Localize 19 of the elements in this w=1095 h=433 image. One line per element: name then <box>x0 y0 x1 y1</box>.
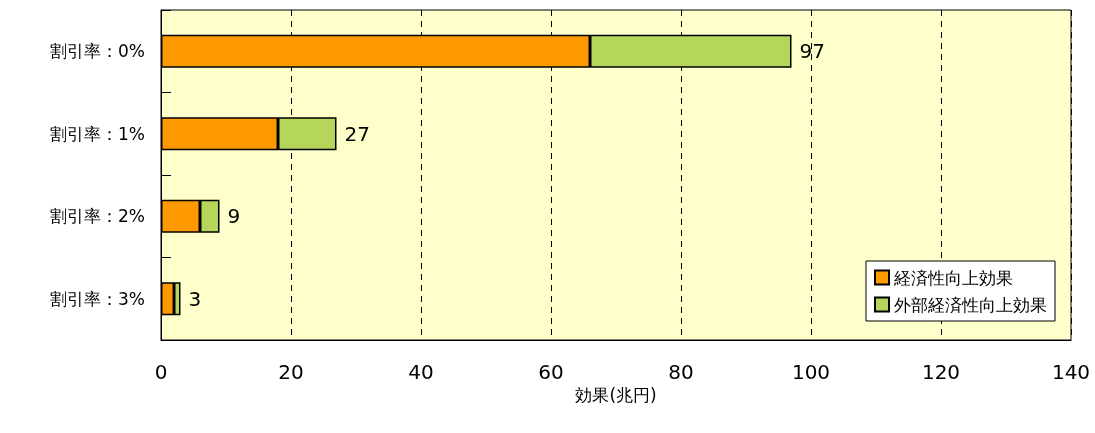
x-tick-label: 60 <box>538 360 564 384</box>
x-tick-label: 140 <box>1051 360 1091 384</box>
total-label: 3 <box>188 286 202 311</box>
y-tick-label: 割引率：2% <box>50 206 145 227</box>
x-tick-label: 40 <box>408 360 434 384</box>
x-tick-label: 100 <box>791 360 831 384</box>
y-tick-label: 割引率：3% <box>50 288 145 309</box>
x-tick-label: 20 <box>278 360 304 384</box>
legend-label: 外部経済性向上効果 <box>894 294 1047 315</box>
y-tick-label: 割引率：0% <box>50 41 145 62</box>
y-tick-label: 割引率：1% <box>50 123 145 144</box>
legend-label: 経済性向上効果 <box>893 267 1013 288</box>
x-tick-label: 120 <box>921 360 961 384</box>
x-axis-title: 効果(兆円) <box>575 385 657 406</box>
total-label: 97 <box>799 39 825 64</box>
total-label: 27 <box>344 121 370 146</box>
x-tick-label: 0 <box>154 360 168 384</box>
x-tick-label: 80 <box>668 360 694 384</box>
total-label: 9 <box>227 204 241 229</box>
